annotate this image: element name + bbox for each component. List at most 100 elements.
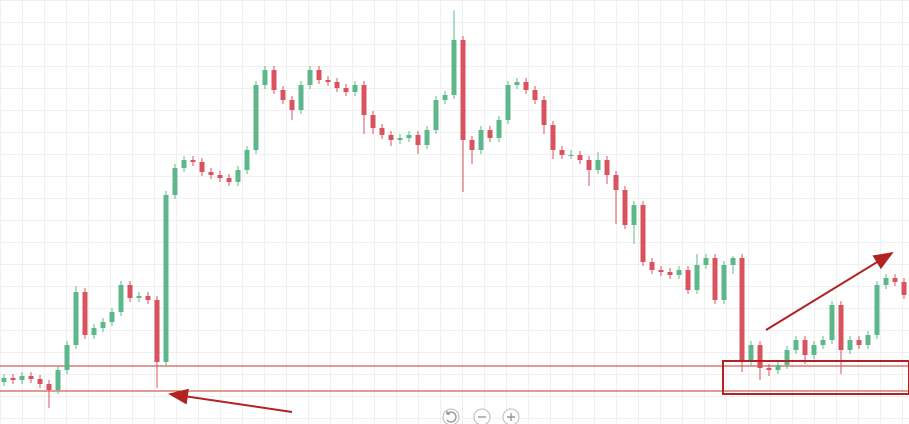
zoom-out-button[interactable] [473,408,491,424]
candle-body [532,90,538,100]
candle-body [244,150,250,170]
candle-body [343,88,349,92]
candle-body [811,345,817,355]
candle-body [64,345,70,370]
candle-body [406,135,412,138]
candle-body [550,125,556,150]
candle-body [847,340,853,350]
candle-body [253,85,259,150]
candle-body [361,85,367,115]
reset-button[interactable] [442,408,460,424]
candle-body [235,170,241,182]
candle-body [757,345,763,368]
candle-body [604,160,610,175]
candle-body [685,270,691,290]
candle-body [100,322,106,328]
candle-body [667,272,673,275]
candle-body [415,135,421,145]
candle-body [829,305,835,340]
candle-body [298,85,304,110]
candle-body [370,115,376,128]
candle-body [334,82,340,88]
candle-body [451,40,457,95]
candle-body [838,305,844,350]
candle-body [595,160,601,170]
candle-body [586,160,592,170]
candle-body [280,90,286,100]
candle-body [91,328,97,335]
candle-body [379,128,385,135]
candle-body [703,258,709,265]
candle-body [19,376,25,380]
candle-body [865,335,871,345]
candle-body [37,379,43,384]
candle-body [55,370,61,390]
candle-body [154,300,160,362]
candle-body [136,296,142,298]
candle-body [649,262,655,270]
candle-body [118,285,124,312]
candle-body [289,100,295,110]
candle-body [217,175,223,178]
candle-body [613,175,619,190]
candle-body [271,70,277,90]
candle-body [460,40,466,140]
candle-body [820,340,826,345]
arrow [765,251,894,331]
candle-body [856,340,862,345]
candle-body [514,82,520,85]
candle-body [226,178,232,182]
candle-body [199,162,205,172]
candle-body [712,258,718,300]
candle-body [352,85,358,92]
candle-body [208,172,214,175]
candle-body [172,168,178,195]
candle-body [190,160,196,162]
zoom-in-button[interactable] [502,408,520,424]
candle-body [901,282,907,295]
candle-body [775,365,781,370]
candle-body [478,130,484,150]
candle-body [73,292,79,345]
zone-box [722,360,909,395]
candle-body [145,296,151,300]
candle-body [793,340,799,350]
candle-body [307,70,313,85]
candle-body [496,120,502,138]
candle-body [874,285,880,335]
candle-body [505,85,511,120]
candle-body [694,265,700,290]
candle-body [325,80,331,82]
candle-body [28,376,34,379]
candle-body [433,100,439,130]
arrow [168,388,293,413]
candle-body [640,205,646,262]
candle-body [316,70,322,80]
candle-body [622,190,628,225]
candle-body [802,340,808,355]
candle-body [163,195,169,362]
candle-body [559,150,565,155]
candle-body [262,70,268,85]
candle-body [784,350,790,365]
candle-body [766,368,772,370]
candle-body [721,265,727,300]
candle-body [127,285,133,298]
candle-body [523,82,529,90]
candle-body [442,95,448,100]
candle-body [883,278,889,285]
candle-body [631,205,637,225]
candle-body [730,258,736,265]
candle-body [46,384,52,390]
plot [0,10,909,408]
candle-body [487,130,493,138]
candle-body [82,292,88,335]
candle-body [181,160,187,168]
candle-body [577,155,583,160]
candle-body [658,270,664,272]
candle-body [748,345,754,360]
candle-body [568,155,574,156]
candle-body [109,312,115,322]
